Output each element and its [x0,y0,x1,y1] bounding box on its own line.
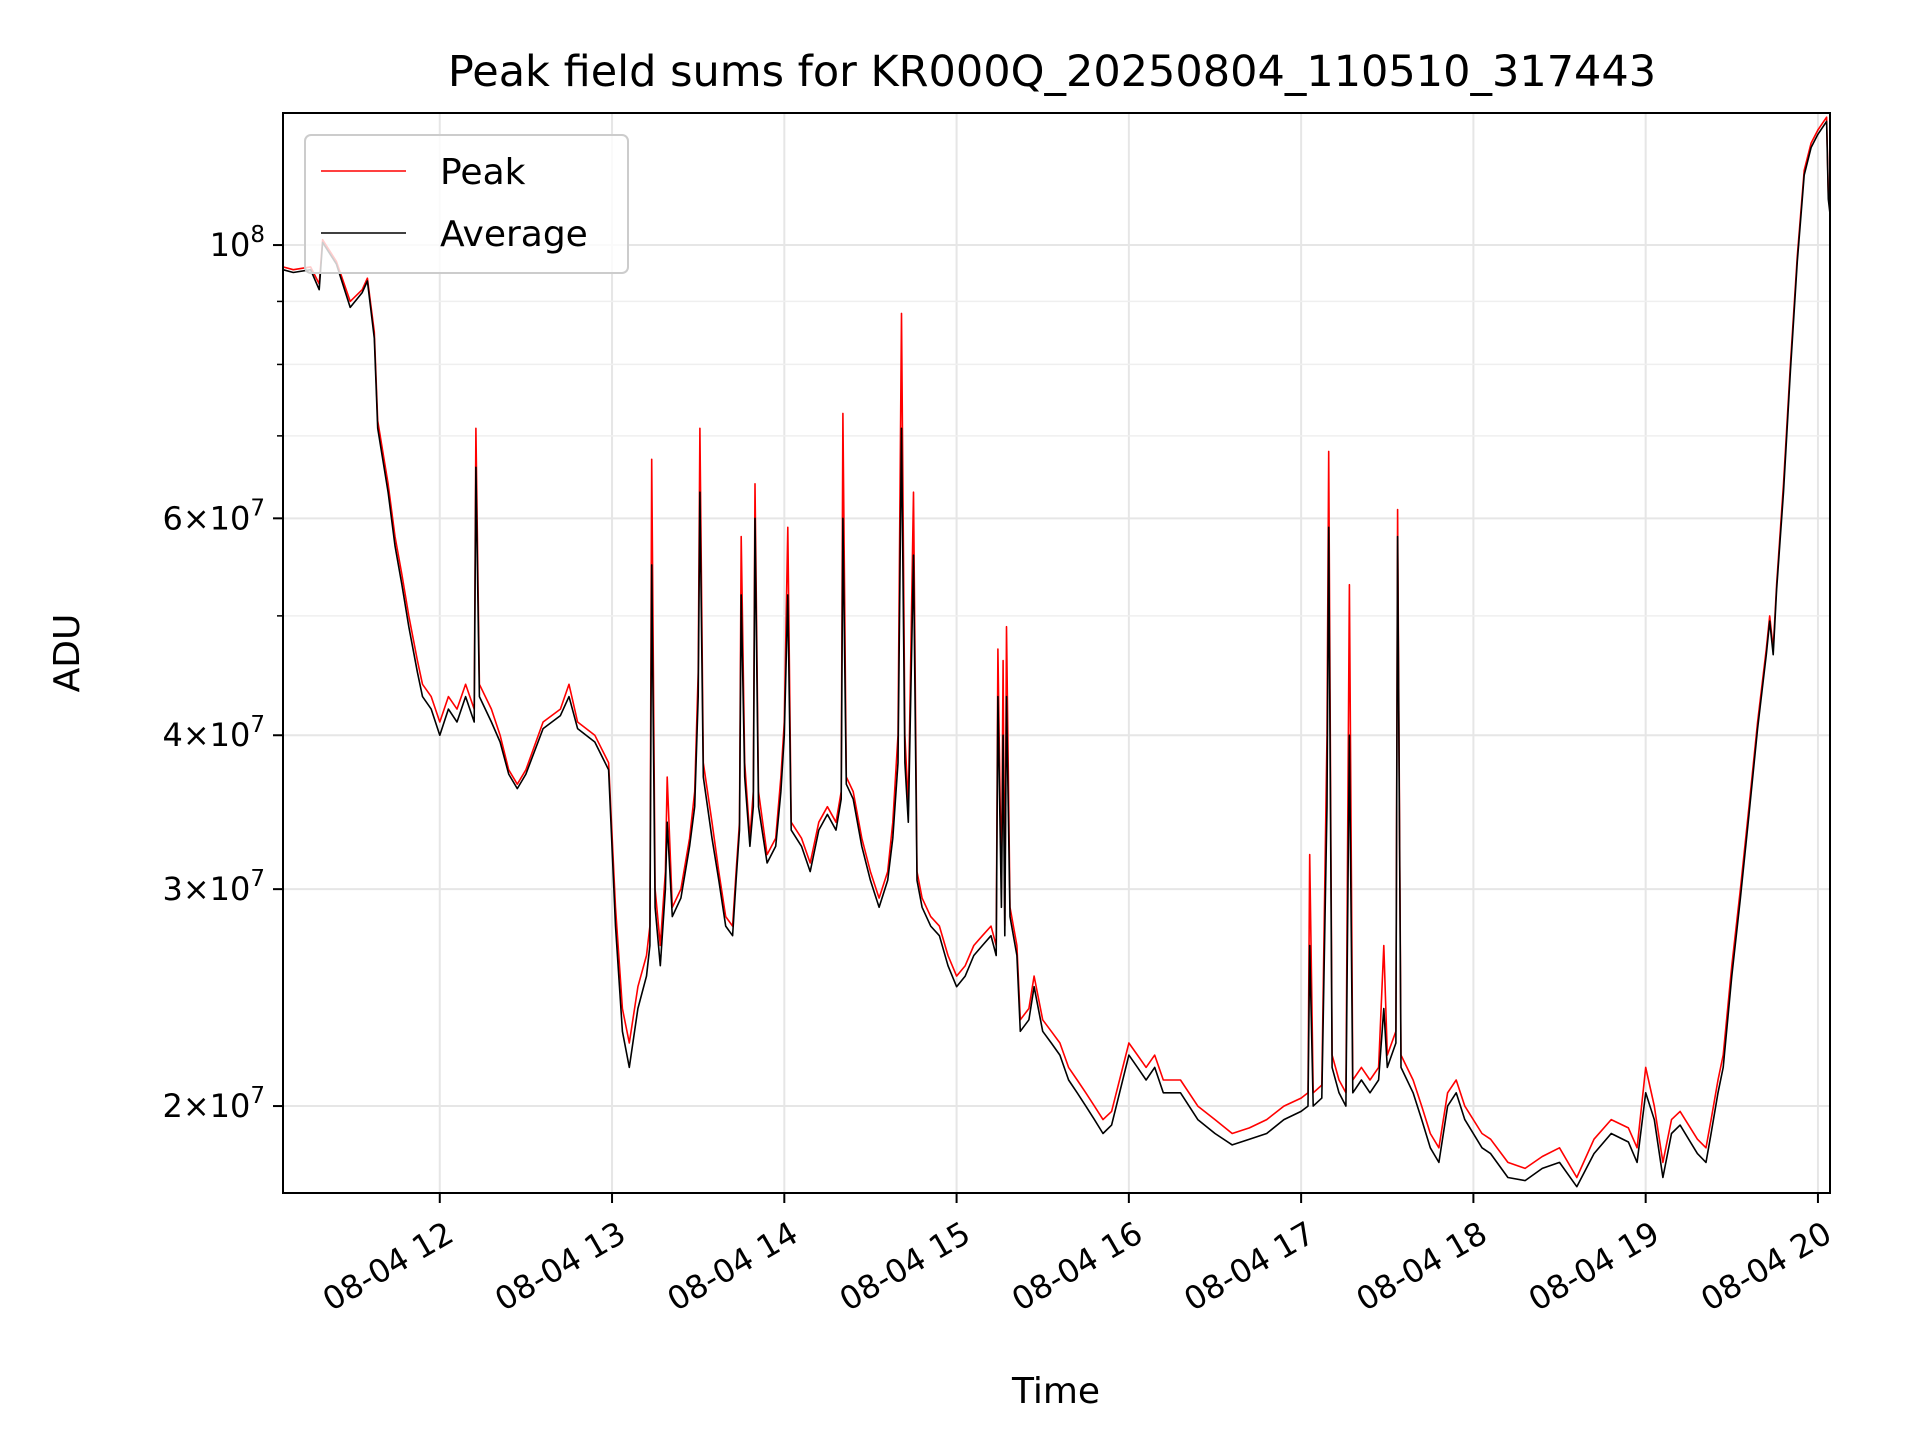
series-layer [282,116,1831,1188]
y-tick-exponent: 7 [250,866,265,892]
y-tick-mantissa: 3 [162,870,182,908]
y-tick-label: 4×107 [162,712,265,754]
series-line-average [282,120,1831,1188]
grid [283,113,1830,1193]
y-tick-label: 2×107 [162,1083,265,1125]
y-tick-exponent: 7 [250,1083,265,1109]
y-tick-mantissa: 6 [162,499,182,537]
series-line-peak [282,116,1831,1179]
y-tick-base: 10 [210,226,251,264]
y-tick-base: 10 [210,716,251,754]
x-axis-label: Time [1011,1371,1100,1412]
y-tick-base: 10 [210,1087,251,1125]
legend-label-average: Average [440,214,588,255]
y-tick-mantissa: 2 [162,1087,182,1125]
plot-frame [282,112,1831,1194]
y-tick-label: 6×107 [162,495,265,537]
y-tick-label: 108 [210,222,265,264]
y-axis-label: ADU [47,614,88,693]
y-tick-times: × [183,716,210,754]
legend-box [304,134,629,274]
y-tick-exponent: 7 [250,495,265,521]
y-tick-times: × [183,1087,210,1125]
y-tick-exponent: 8 [250,222,265,248]
y-tick-times: × [183,499,210,537]
y-tick-exponent: 7 [250,712,265,738]
y-tick-base: 10 [210,499,251,537]
y-tick-mantissa: 4 [162,716,182,754]
plot-area: 08-04 12 08-04 13 08-04 14 08-04 15 08-04 16… [162,112,1838,1319]
legend-label-peak: Peak [440,152,526,193]
plot-background [283,113,1830,1193]
y-tick-times: × [183,870,210,908]
y-tick-label: 3×107 [162,866,265,908]
legend: Peak Average [304,134,629,274]
chart-title: Peak field sums for KR000Q_20250804_1105… [448,47,1656,97]
y-tick-base: 10 [210,870,251,908]
